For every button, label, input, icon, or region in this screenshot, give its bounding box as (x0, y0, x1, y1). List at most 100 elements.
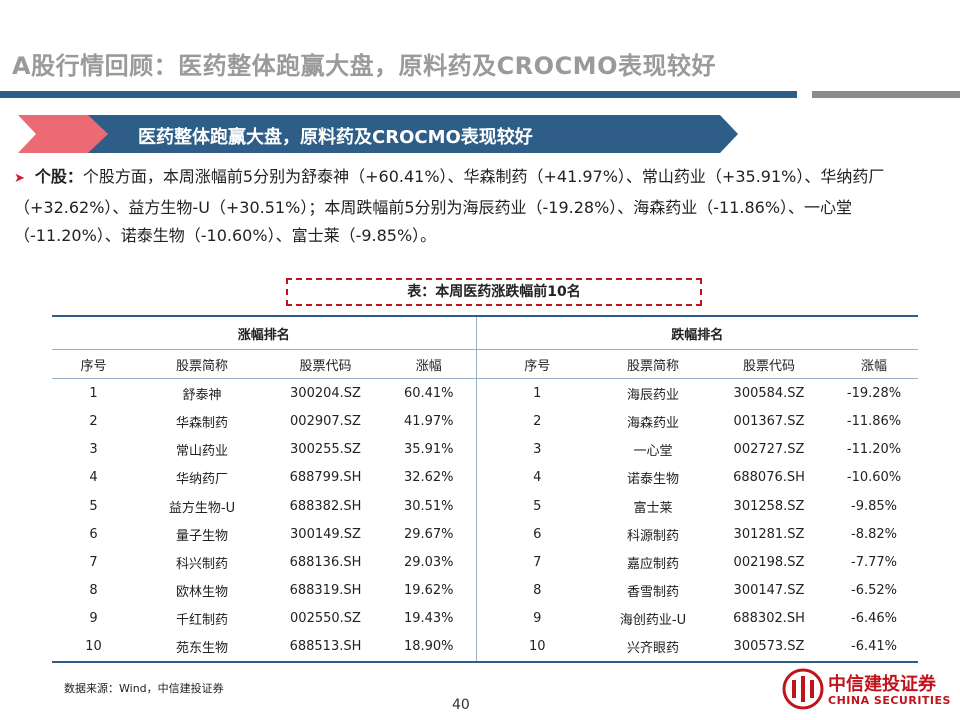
loser-rank: 3 (475, 435, 599, 464)
loser-change: -11.86% (846, 413, 902, 429)
gainer-code: 002907.SZ (290, 413, 361, 429)
col-header-code: 股票代码 (708, 349, 831, 380)
gainer-code: 688319.SH (289, 583, 362, 599)
title-rule-blue (0, 91, 797, 98)
logo-text-en: CHINA SECURITIES (828, 694, 951, 707)
col-header-change: 涨幅 (830, 349, 919, 380)
loser-name: 科源制药 (627, 528, 680, 544)
gainer-change: 32.62% (403, 470, 454, 486)
gainer-change: 41.97% (403, 413, 454, 429)
loser-name: 嘉应制药 (627, 556, 680, 572)
loser-change: -8.82% (851, 526, 898, 542)
loser-rank: 4 (475, 463, 599, 492)
loser-rank: 7 (475, 548, 599, 577)
banner-shape (18, 115, 738, 153)
loser-rank: 9 (475, 604, 599, 633)
gainer-rank: 3 (89, 442, 98, 458)
logo-text-cn: 中信建投证券 (828, 674, 936, 695)
title-rule-gray (812, 91, 960, 98)
gainers-header: 涨幅排名 (52, 315, 477, 350)
gainer-code: 002550.SZ (290, 611, 361, 627)
loser-code: 001367.SZ (733, 413, 805, 429)
loser-rank: 6 (475, 520, 599, 549)
loser-code: 300573.SZ (708, 632, 831, 664)
gainer-name: 常山药业 (175, 444, 228, 460)
gainer-rank: 1 (89, 385, 98, 401)
loser-rank: 10 (475, 632, 599, 664)
col-header-name: 股票简称 (135, 349, 269, 380)
loser-code: 301281.SZ (733, 526, 805, 542)
gainer-rank: 2 (89, 413, 98, 429)
gainer-name: 华纳药厂 (175, 472, 228, 488)
loser-name: 海森药业 (627, 415, 680, 431)
table-row: 3 常山药业 300255.SZ 35.91% 3 一心堂 002727.SZ -11.20% (52, 435, 918, 464)
table-row: 7 科兴制药 688136.SH 29.03% 7 嘉应制药 002198.SZ -7.77% (52, 548, 918, 577)
gainer-change: 19.62% (403, 583, 454, 599)
gainer-code: 688799.SH (289, 470, 362, 486)
col-header-code: 股票代码 (269, 349, 382, 380)
loser-name: 一心堂 (633, 444, 673, 460)
page-number: 40 (452, 697, 470, 713)
table-row: 1 舒泰神 300204.SZ 60.41% 1 海辰药业 300584.SZ -19.28% (52, 378, 918, 408)
table-row: 8 欧林生物 688319.SH 19.62% 8 香雪制药 300147.SZ -6.52% (52, 576, 918, 605)
table-row: 4 华纳药厂 688799.SH 32.62% 4 诺泰生物 688076.SH -10.60… (52, 463, 918, 492)
loser-code: 002198.SZ (733, 554, 805, 570)
loser-code: 301258.SZ (733, 498, 805, 514)
loser-code: 002727.SZ (733, 442, 805, 458)
table-row: 5 益方生物-U 688382.SH 30.51% 5 富士莱 301258.SZ -9.85… (52, 491, 918, 521)
loser-change: -11.20% (846, 442, 902, 458)
loser-name: 海辰药业 (627, 387, 680, 403)
loser-code: 688302.SH (733, 611, 805, 627)
table-row: 6 量子生物 300149.SZ 29.67% 6 科源制药 301281.SZ -8.82% (52, 520, 918, 549)
gainer-name: 千红制药 (175, 613, 228, 629)
gainer-code: 300149.SZ (290, 526, 361, 542)
gainer-name: 量子生物 (175, 528, 228, 544)
gainer-name: 华森制药 (175, 415, 228, 431)
table-caption: 表：本周医药涨跌幅前10名 (286, 278, 702, 306)
loser-change: -10.60% (846, 470, 902, 486)
loser-name: 香雪制药 (627, 585, 680, 601)
page-title: A股行情回顾：医药整体跑赢大盘，原料药及CROCMO表现较好 (12, 52, 716, 80)
losers-header: 跌幅排名 (475, 315, 919, 350)
gainer-rank: 9 (89, 611, 98, 627)
col-header-rank: 序号 (475, 349, 599, 380)
gainer-rank: 4 (89, 470, 98, 486)
gainer-change: 30.51% (403, 498, 454, 514)
loser-code: 688076.SH (733, 470, 805, 486)
gainer-change: 19.43% (403, 611, 454, 627)
col-header-name: 股票简称 (598, 349, 709, 380)
loser-name: 海创药业-U (619, 613, 687, 629)
gainer-code: 300255.SZ (290, 442, 361, 458)
bullet-paragraph: ➤ 个股：个股方面，本周涨幅前5分别为舒泰神（+60.41%）、华森制药（+41.… (14, 163, 944, 251)
gainer-change: 35.91% (403, 442, 454, 458)
gainer-rank: 5 (89, 498, 98, 514)
loser-name: 兴齐眼药 (598, 632, 709, 664)
loser-change: -6.41% (830, 632, 919, 664)
loser-name: 富士莱 (633, 500, 673, 516)
loser-rank: 5 (475, 491, 599, 521)
table-row: 9 千红制药 002550.SZ 19.43% 9 海创药业-U 688302.SH -6.4… (52, 604, 918, 633)
loser-rank: 1 (475, 378, 599, 408)
gainer-change: 29.03% (403, 554, 454, 570)
loser-change: -9.85% (851, 498, 898, 514)
gainer-rank: 8 (89, 583, 98, 599)
stock-ranking-table: 涨幅排名 跌幅排名 序号 股票简称 股票代码 涨幅 序号 股票简称 股票代码 涨… (52, 315, 919, 664)
section-banner: 医药整体跑赢大盘，原料药及CROCMO表现较好 (18, 115, 738, 153)
loser-change: -6.46% (851, 611, 898, 627)
gainer-rank: 7 (89, 554, 98, 570)
gainer-code: 688382.SH (289, 498, 362, 514)
loser-change: -6.52% (851, 583, 898, 599)
loser-change: -7.77% (851, 554, 898, 570)
gainer-change: 29.67% (403, 526, 454, 542)
gainer-code: 300204.SZ (290, 385, 361, 401)
loser-name: 诺泰生物 (627, 472, 680, 488)
gainer-code: 688513.SH (269, 632, 382, 664)
logo-emblem-icon (782, 668, 824, 710)
gainer-change: 60.41% (403, 385, 454, 401)
company-logo: 中信建投证券 CHINA SECURITIES (782, 666, 952, 714)
bullet-arrow-icon: ➤ (14, 171, 25, 186)
col-header-change: 涨幅 (382, 349, 477, 380)
gainer-rank: 6 (89, 526, 98, 542)
table-row: 2 华森制药 002907.SZ 41.97% 2 海森药业 001367.SZ -11.86… (52, 407, 918, 436)
loser-code: 300584.SZ (733, 385, 805, 401)
